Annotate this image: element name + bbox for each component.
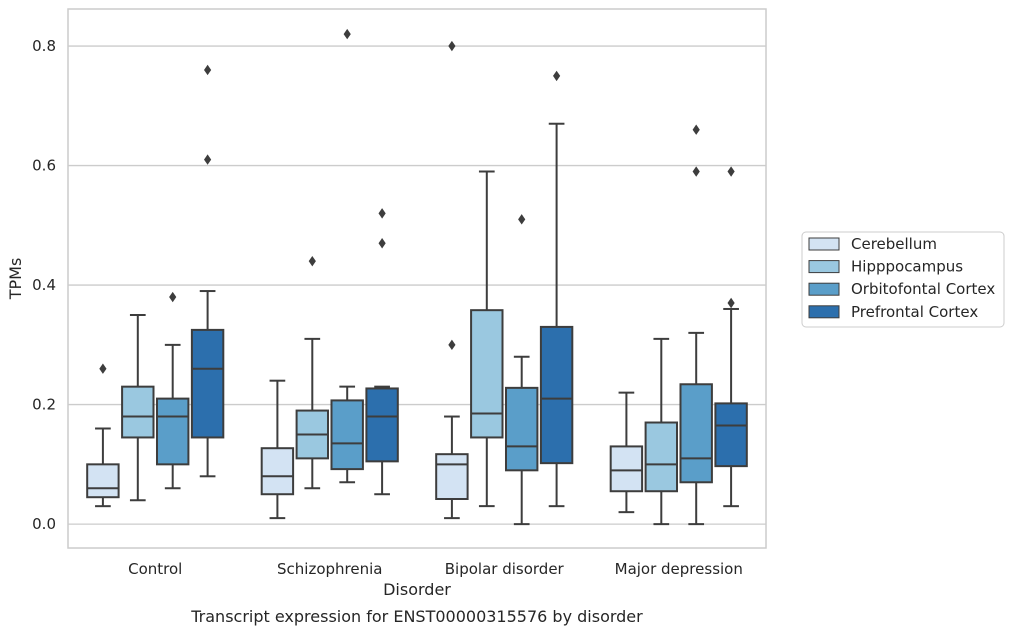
legend-entry: Hipppocampus <box>851 258 963 276</box>
legend: Cerebellum Hipppocampus Orbitofontal Corte… <box>801 231 1005 328</box>
outlier-point <box>378 208 386 219</box>
box-iqr <box>609 445 644 493</box>
y-tick-label: 0.6 <box>32 157 56 175</box>
box <box>435 40 469 520</box>
outlier-point <box>692 166 700 177</box>
legend-swatch <box>808 237 840 251</box>
legend-swatch <box>808 282 840 296</box>
outlier-point <box>343 28 351 40</box>
box <box>539 70 574 508</box>
box <box>504 214 539 526</box>
legend-swatch <box>808 260 840 274</box>
box-iqr <box>644 421 679 493</box>
box <box>644 337 679 526</box>
legend-entry: Prefrontal Cortex <box>851 303 978 321</box>
y-axis-label: TPMs <box>6 258 25 301</box>
box <box>330 28 364 484</box>
outlier-point <box>308 255 316 267</box>
box-iqr <box>539 325 574 465</box>
box <box>609 391 644 514</box>
chart-caption: Transcript expression for ENST0000031557… <box>190 607 643 626</box>
box-iqr <box>121 385 155 439</box>
box <box>365 208 399 496</box>
box <box>155 291 190 490</box>
box <box>260 379 295 520</box>
box-iqr <box>435 453 469 500</box>
outlier-point <box>727 166 735 177</box>
outlier-point <box>518 214 526 225</box>
legend-swatch <box>808 305 840 319</box>
outlier-point <box>553 70 561 82</box>
box <box>295 255 330 490</box>
plot-frame <box>67 8 767 549</box>
y-tick-label: 0.8 <box>32 37 56 55</box>
plot-area <box>86 28 748 526</box>
y-tick-label: 0.0 <box>32 515 56 533</box>
box <box>190 64 225 478</box>
legend-box <box>801 231 1005 328</box>
outlier-point <box>169 291 177 303</box>
box-iqr <box>365 387 399 463</box>
box <box>121 313 155 502</box>
box-iqr <box>504 386 539 472</box>
y-axis-ticks: 0.0 0.2 0.4 0.6 0.8 <box>32 37 56 533</box>
outlier-point <box>692 124 700 135</box>
outlier-point <box>204 154 212 165</box>
box-iqr <box>714 402 748 468</box>
box <box>714 166 748 508</box>
y-tick-label: 0.2 <box>32 396 56 414</box>
box-iqr <box>86 463 120 499</box>
outlier-point <box>204 64 212 76</box>
x-tick-label: Major depression <box>615 560 743 578</box>
outlier-point <box>727 297 735 309</box>
x-tick-label: Schizophrenia <box>277 560 382 578</box>
box-iqr <box>155 397 190 466</box>
box-iqr <box>330 399 364 471</box>
x-tick-label: Control <box>128 560 182 578</box>
x-axis-ticks: Control Schizophrenia Bipolar disorder Majo… <box>128 560 743 578</box>
legend-entry: Cerebellum <box>851 235 937 253</box>
outlier-point <box>378 238 386 249</box>
box-iqr <box>260 447 295 496</box>
box <box>86 363 120 508</box>
outlier-point <box>448 40 456 52</box>
box <box>679 124 713 526</box>
box-iqr <box>679 383 713 484</box>
y-tick-label: 0.4 <box>32 276 56 294</box>
outlier-point <box>448 339 456 351</box>
x-axis-label: Disorder <box>383 580 451 599</box>
box-iqr <box>190 328 225 439</box>
x-tick-label: Bipolar disorder <box>445 560 565 578</box>
legend-entry: Orbitofontal Cortex <box>851 280 995 298</box>
outlier-point <box>99 363 107 374</box>
box <box>470 170 504 508</box>
box-iqr <box>470 309 504 439</box>
